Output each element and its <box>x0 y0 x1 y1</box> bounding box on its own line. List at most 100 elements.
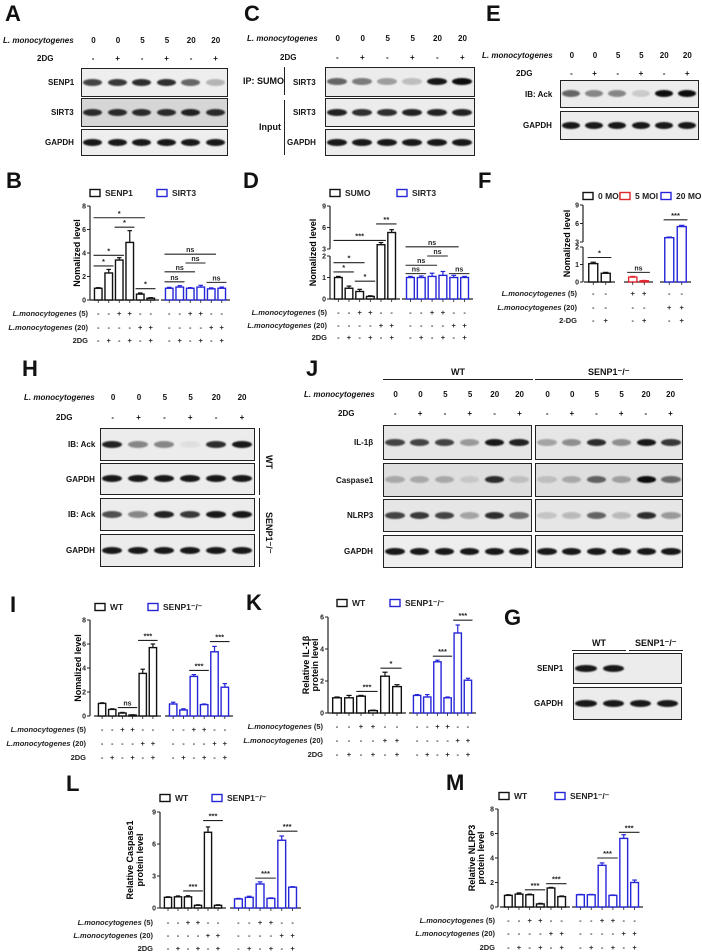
legend-swatch <box>89 188 101 198</box>
protein-band <box>231 440 252 448</box>
treatment-label: L.monocytogenes (5) <box>502 289 578 298</box>
treatment-sign: - <box>348 722 351 731</box>
legend-label: SENP1⁻/⁻ <box>405 598 445 608</box>
significance-label: * <box>390 659 393 668</box>
y-tick-label: 9 <box>322 204 326 211</box>
treatment-sign: - <box>431 333 434 342</box>
protein-band <box>377 138 397 146</box>
blot-A-membrane <box>81 98 228 127</box>
significance-label: *** <box>458 611 467 620</box>
y-axis-label: protein level <box>476 831 486 884</box>
legend-label: SUMO <box>345 188 371 198</box>
blot-H-header-value: - <box>111 412 115 422</box>
treatment-sign: + <box>178 336 183 345</box>
bar <box>514 893 524 908</box>
blot-J-header-value: 5 <box>467 389 473 399</box>
treatment-sign: + <box>395 750 400 759</box>
bar <box>135 293 145 301</box>
bar <box>148 646 158 717</box>
protein-band <box>205 475 226 482</box>
protein-band <box>156 78 176 86</box>
protein-band <box>636 547 656 555</box>
treatment-sign: - <box>97 323 100 332</box>
protein-band <box>602 664 624 672</box>
treatment-sign: + <box>632 943 637 952</box>
blot-E-header-value: 5 <box>639 50 644 60</box>
blot-A-membrane <box>81 68 228 97</box>
blot-C-header-value: + <box>360 52 365 62</box>
protein-band <box>537 511 557 519</box>
significance-label: ns <box>428 240 436 247</box>
significance-label: ns <box>123 701 131 708</box>
treatment-sign: - <box>108 309 111 318</box>
y-tick-label: 4 <box>82 666 86 673</box>
bar <box>575 894 586 908</box>
y-axis-label: Relative Caspase1 <box>125 820 135 899</box>
protein-band <box>231 475 252 482</box>
protein-band <box>102 510 123 518</box>
panel-label-f: F <box>478 168 492 193</box>
y-tick-label: 3 <box>322 247 326 254</box>
blot-H-header-value: 0 <box>110 392 116 402</box>
treatment-sign: + <box>110 753 115 762</box>
treatment-sign: - <box>550 943 553 952</box>
panel-label-k: K <box>246 590 262 615</box>
treatment-sign: + <box>622 929 627 938</box>
protein-band <box>128 440 149 448</box>
blot-C-header-value: 20 <box>433 33 442 43</box>
y-tick-label: 4 <box>320 647 324 654</box>
blot-J-header-value: - <box>443 408 447 418</box>
blot-H-membrane <box>100 463 255 495</box>
significance-label: * <box>364 272 367 281</box>
treatment-sign: - <box>539 929 542 938</box>
treatment-sign: + <box>419 333 424 342</box>
treatment-label: L.monocytogenes (20) <box>497 303 577 312</box>
blot-E-header-value: 20 <box>659 50 669 60</box>
treatment-sign: + <box>604 316 609 325</box>
treatment-sign: - <box>390 308 393 317</box>
treatment-sign: + <box>216 931 221 940</box>
legend-swatch <box>389 598 401 608</box>
significance-label: * <box>598 249 601 258</box>
protein-band <box>385 476 405 483</box>
legend-swatch <box>660 191 672 201</box>
blot-C-header-value: 0 <box>335 33 340 43</box>
significance-label: ns <box>170 275 178 282</box>
treatment-sign: - <box>221 309 224 318</box>
blot-H-side-label: SENP1⁻/⁻ <box>264 511 274 554</box>
protein-band <box>434 511 455 519</box>
bar <box>453 632 463 714</box>
blot-E-header-value: + <box>592 68 597 78</box>
treatment-sign: + <box>120 725 125 734</box>
treatment-label: 2DG <box>73 336 89 345</box>
significance-label: ns <box>186 247 194 254</box>
legend-swatch <box>396 188 408 198</box>
treatment-sign: - <box>590 916 593 925</box>
significance-label: *** <box>363 682 372 691</box>
treatment-sign: - <box>118 336 121 345</box>
treatment-sign: - <box>380 308 383 317</box>
treatment-sign: - <box>97 309 100 318</box>
protein-band <box>427 108 447 116</box>
bar <box>163 896 173 909</box>
y-tick-label: 8 <box>82 618 86 625</box>
treatment-sign: - <box>182 725 185 734</box>
panel-label-g: G <box>504 605 522 630</box>
blot-C-header-value: 0 <box>360 33 365 43</box>
treatment-sign: - <box>420 308 423 317</box>
bar <box>629 881 640 908</box>
bar <box>433 661 442 714</box>
treatment-sign: - <box>550 916 553 925</box>
treatment-sign: - <box>668 289 671 298</box>
treatment-sign: + <box>223 739 228 748</box>
protein-band <box>205 78 225 86</box>
y-axis-label: Nomalized level <box>562 210 572 278</box>
treatment-sign: - <box>416 750 419 759</box>
bar <box>287 886 298 909</box>
bar <box>463 679 473 714</box>
protein-band <box>575 664 597 672</box>
treatment-sign: - <box>142 725 145 734</box>
legend-label: 0 MOI <box>598 191 621 201</box>
bar <box>93 287 103 301</box>
protein-band <box>677 90 696 97</box>
